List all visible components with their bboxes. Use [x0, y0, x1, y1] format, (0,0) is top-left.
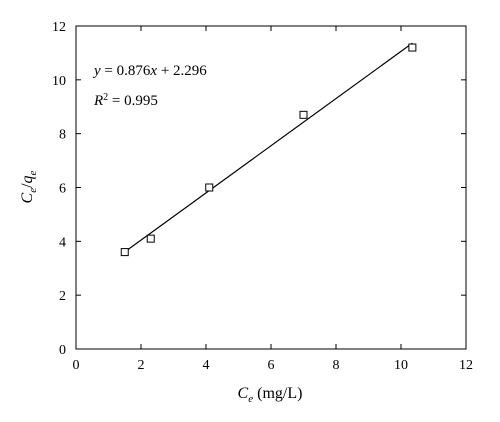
equation-annotation: y = 0.876x + 2.296 [92, 63, 207, 79]
data-point [120, 248, 129, 257]
x-tick-label: 2 [138, 358, 145, 373]
x-tick-label: 4 [203, 358, 210, 373]
y-tick-label: 8 [59, 128, 66, 143]
y-tick-label: 6 [59, 182, 66, 197]
y-tick-label: 2 [59, 289, 66, 304]
data-point [205, 183, 214, 192]
x-tick-label: 12 [459, 358, 473, 373]
y-tick-label: 10 [52, 74, 66, 89]
y-tick-label: 12 [52, 20, 66, 35]
r-squared-annotation: R2 = 0.995 [93, 92, 158, 110]
x-tick-label: 0 [73, 358, 80, 373]
x-tick-label: 8 [333, 358, 340, 373]
x-tick-label: 6 [268, 358, 275, 373]
fit-line [124, 42, 413, 253]
data-point [299, 110, 308, 119]
data-point [408, 43, 417, 52]
x-tick-label: 10 [394, 358, 408, 373]
y-tick-label: 0 [59, 343, 66, 358]
y-tick-label: 4 [59, 235, 66, 250]
x-axis-title: Ce (mg/L) [238, 385, 303, 405]
y-axis-title: Ce/qe [19, 170, 39, 203]
data-point [146, 234, 155, 243]
